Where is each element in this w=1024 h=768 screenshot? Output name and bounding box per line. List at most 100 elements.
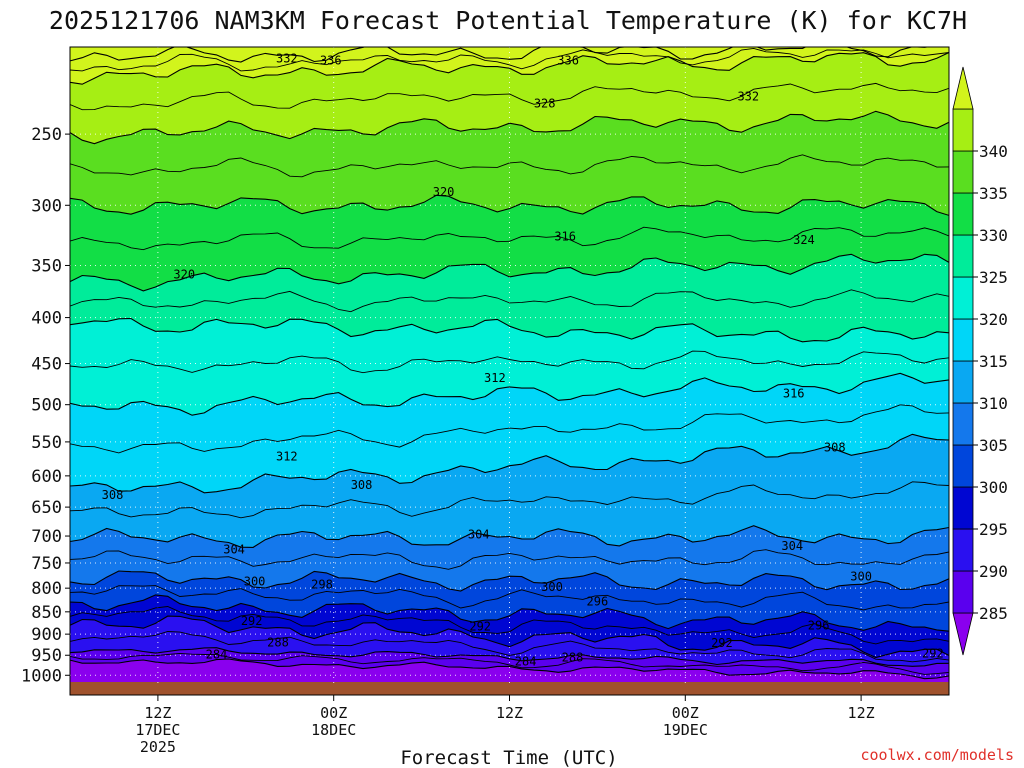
contour-label-304: 304 (468, 527, 490, 541)
colorbar-label: 295 (979, 520, 1008, 539)
y-tick-label: 700 (31, 527, 62, 547)
colorbar-swatch (952, 528, 974, 572)
isentrope-minor (70, 585, 949, 611)
contour-label-300: 300 (244, 574, 266, 588)
contour-label-332: 332 (737, 89, 759, 103)
y-tick-label: 800 (31, 579, 62, 599)
isentrope-minor (70, 404, 949, 454)
colorbar-swatch (952, 108, 974, 152)
y-tick-label: 600 (31, 467, 62, 487)
isentrope-minor (70, 82, 949, 111)
chart-title: 2025121706 NAM3KM Forecast Potential Tem… (49, 6, 967, 35)
contour-label-308: 308 (351, 478, 373, 492)
contour-label-300: 300 (850, 569, 872, 583)
contour-label-300: 300 (541, 580, 563, 594)
y-tick-label: 950 (31, 646, 62, 666)
colorbar-swatch (952, 192, 974, 236)
contour-label-308: 308 (824, 441, 846, 455)
colorbar-label: 325 (979, 268, 1008, 287)
isentrope-332 (70, 52, 949, 85)
y-tick-label: 550 (31, 433, 62, 453)
colorbar-swatch (952, 150, 974, 194)
ground-surface (70, 682, 949, 695)
y-tick-label: 1000 (21, 666, 62, 686)
contour-label-304: 304 (781, 539, 803, 553)
contour-label-336: 336 (320, 53, 342, 67)
contour-label-316: 316 (783, 387, 805, 401)
y-tick-label: 500 (31, 396, 62, 416)
colorbar-swatch (952, 444, 974, 488)
colorbar-label: 310 (979, 394, 1008, 413)
band-fill-336 (70, 47, 927, 62)
isentrope-lines (70, 47, 949, 680)
y-tick-label: 850 (31, 603, 62, 623)
band-fill-332 (70, 47, 949, 85)
contour-labels: 332 336 336 328 332 320 324 316 320 312 316 312 308 3… (102, 52, 944, 669)
colorbar-label: 290 (979, 562, 1008, 581)
x-tick-label: 00Z (672, 704, 699, 722)
x-tick-label: 12Z (144, 704, 171, 722)
colorbar-label: 335 (979, 184, 1008, 203)
isentrope-minor (70, 47, 949, 72)
contour-label-292: 292 (241, 614, 263, 628)
contour-label-320: 320 (173, 267, 195, 281)
isentrope-308 (70, 433, 949, 494)
contour-label-316: 316 (554, 230, 576, 244)
isentrope-296 (70, 594, 949, 632)
y-axis: 2503003504004505005506006507007508008509… (21, 125, 70, 686)
isentrope-minor (70, 549, 949, 570)
colorbar-label: 340 (979, 142, 1008, 161)
isentrope-312 (70, 372, 949, 416)
colorbar-swatch (952, 570, 974, 614)
colorbar-label: 330 (979, 226, 1008, 245)
y-tick-label: 750 (31, 554, 62, 574)
colorbar-swatch (952, 318, 974, 362)
colorbar-swatch (952, 66, 974, 110)
y-tick-label: 250 (31, 125, 62, 145)
colorbar: 285 290 295 300 305 310 315 320 325 330 335 340 (952, 66, 1008, 656)
isentrope-336 (70, 47, 949, 63)
isentrope-304 (70, 525, 949, 548)
contour-label-336: 336 (557, 53, 579, 67)
contour-label-292: 292 (711, 636, 733, 650)
colorbar-label: 320 (979, 310, 1008, 329)
isentrope-minor (70, 289, 949, 313)
isentrope-320 (70, 253, 949, 292)
isentrope-292 (70, 615, 949, 659)
contour-label-328: 328 (534, 96, 556, 110)
x-tick-label: 19DEC (663, 721, 708, 739)
y-tick-label: 450 (31, 355, 62, 375)
colorbar-swatch (952, 486, 974, 530)
contour-label-288: 288 (562, 650, 584, 664)
x-tick-label: 18DEC (311, 721, 356, 739)
isentrope-328 (70, 110, 949, 145)
colorbar-swatch (952, 612, 974, 656)
isentrope-minor (70, 606, 949, 645)
x-axis-label: Forecast Time (UTC) (400, 747, 617, 768)
contour-label-296: 296 (587, 595, 609, 609)
isentrope-324 (70, 194, 949, 216)
isentrope-minor (70, 631, 949, 663)
x-tick-label: 2025 (140, 738, 176, 756)
y-tick-label: 350 (31, 256, 62, 276)
credit-text: coolwx.com/models (860, 746, 1014, 764)
contour-label-288: 288 (267, 635, 289, 649)
isentrope-minor (70, 350, 949, 374)
x-tick-label: 12Z (848, 704, 875, 722)
x-tick-label: 00Z (320, 704, 347, 722)
contour-label-292: 292 (922, 647, 944, 661)
y-tick-label: 650 (31, 498, 62, 518)
theta-color-fill (70, 47, 949, 683)
isentrope-284 (70, 658, 949, 680)
y-tick-label: 300 (31, 196, 62, 216)
contour-label-320: 320 (433, 185, 455, 199)
contour-label-308: 308 (102, 488, 124, 502)
isentrope-316 (70, 317, 949, 343)
isentrope-minor (70, 652, 949, 675)
isentrope-minor (70, 481, 949, 519)
contour-label-332: 332 (276, 52, 298, 66)
y-tick-label: 400 (31, 309, 62, 329)
isentrope-minor (70, 154, 949, 178)
y-tick-label: 900 (31, 625, 62, 645)
